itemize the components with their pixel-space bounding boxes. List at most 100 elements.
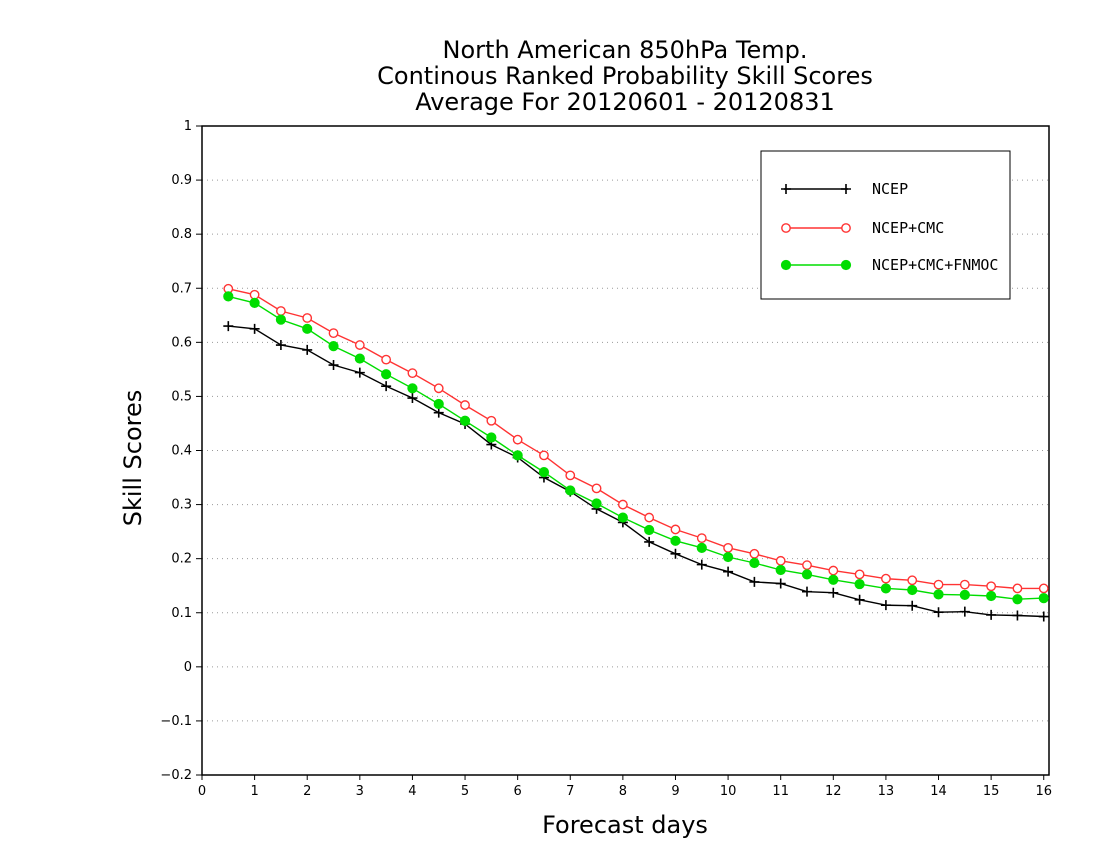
data-point [854,569,865,580]
data-point [933,579,944,590]
x-tick-label: 11 [772,784,789,799]
y-tick-label: 0.2 [171,552,192,567]
x-tick-label: 15 [983,784,1000,799]
data-point [775,555,786,566]
data-point [328,360,339,371]
data-point [538,467,550,478]
x-tick-label: 4 [408,784,416,799]
data-point [933,589,944,600]
data-point [670,524,681,535]
data-point [781,223,791,233]
data-point [354,353,365,364]
data-point [249,323,260,334]
data-point [670,548,681,559]
data-point [565,470,576,481]
x-tick-label: 6 [514,784,522,799]
data-point [644,512,655,523]
legend-item: NCEP [781,180,908,198]
y-tick-label: 0.5 [171,389,192,404]
data-point [302,313,313,323]
x-tick-label: 7 [566,784,574,799]
series-ncep [223,321,1049,622]
data-point [1038,583,1049,594]
data-point [1012,594,1023,605]
data-point [986,581,997,592]
axis-ticks: −0.2−0.100.10.20.30.40.50.60.70.80.910 1 2… [160,119,1052,799]
data-point [407,393,418,404]
data-point [828,565,839,576]
x-tick-label: 12 [825,784,842,799]
data-point [854,578,865,590]
data-point [249,297,260,308]
series-ncep-cmc [223,283,1049,594]
x-tick-label: 14 [930,784,947,799]
data-point [696,533,707,544]
title-line-2: Continous Ranked Probability Skill Score… [377,62,873,90]
y-tick-label: 0.6 [171,335,192,350]
data-point [354,340,365,350]
y-tick-label: 0.7 [171,281,192,296]
data-point [959,589,970,601]
data-point [328,328,339,339]
data-point [840,259,852,271]
x-tick-label: 9 [671,784,679,799]
legend-label: NCEP+CMC+FNMOC [872,256,998,274]
data-point [539,450,549,461]
data-point [880,600,891,611]
x-tick-label: 1 [250,784,258,799]
chart-title: North American 850hPa Temp. Continous Ra… [377,36,873,116]
data-point [328,341,339,352]
data-point [933,607,944,618]
series-line [228,295,1044,600]
data-point [780,259,792,271]
data-point [670,535,681,546]
data-point [275,314,287,325]
data-point [433,407,444,418]
data-point [907,575,918,586]
legend-box [760,150,1011,300]
data-point [749,576,760,587]
data-point [512,434,523,445]
y-tick-label: 0.1 [171,606,192,621]
legend-label: NCEP [872,180,908,198]
y-tick-label: 0 [184,660,192,675]
data-point [407,383,418,394]
x-tick-label: 0 [198,784,206,799]
data-point [276,306,286,316]
data-point [781,184,791,194]
x-tick-label: 2 [303,784,311,799]
data-point [959,606,970,617]
data-point [591,498,602,509]
data-point [223,321,234,332]
data-point [381,369,392,380]
y-tick-label: 0.9 [171,173,192,188]
x-tick-label: 13 [878,784,895,799]
data-point [591,483,602,494]
data-point [959,579,970,590]
y-axis-title: Skill Scores [119,390,147,527]
data-point [696,559,707,570]
y-tick-label: 0.3 [171,498,192,513]
data-point [486,432,497,443]
legend-label: NCEP+CMC [872,219,944,237]
data-point [881,573,891,584]
data-point [433,383,444,394]
data-point [841,223,851,233]
data-point [723,566,734,577]
data-point [696,542,707,553]
data-point [302,344,313,355]
data-point [749,548,760,559]
data-point [460,400,470,410]
y-tick-label: −0.2 [160,768,192,783]
data-point [775,578,786,589]
data-point [302,323,313,334]
data-point [986,590,997,602]
y-tick-label: 1 [184,119,192,134]
series-line [228,325,1044,618]
data-point [617,499,628,510]
y-tick-label: 0.8 [171,227,192,242]
data-point [512,450,523,461]
data-point [828,574,839,585]
data-point [644,536,655,547]
